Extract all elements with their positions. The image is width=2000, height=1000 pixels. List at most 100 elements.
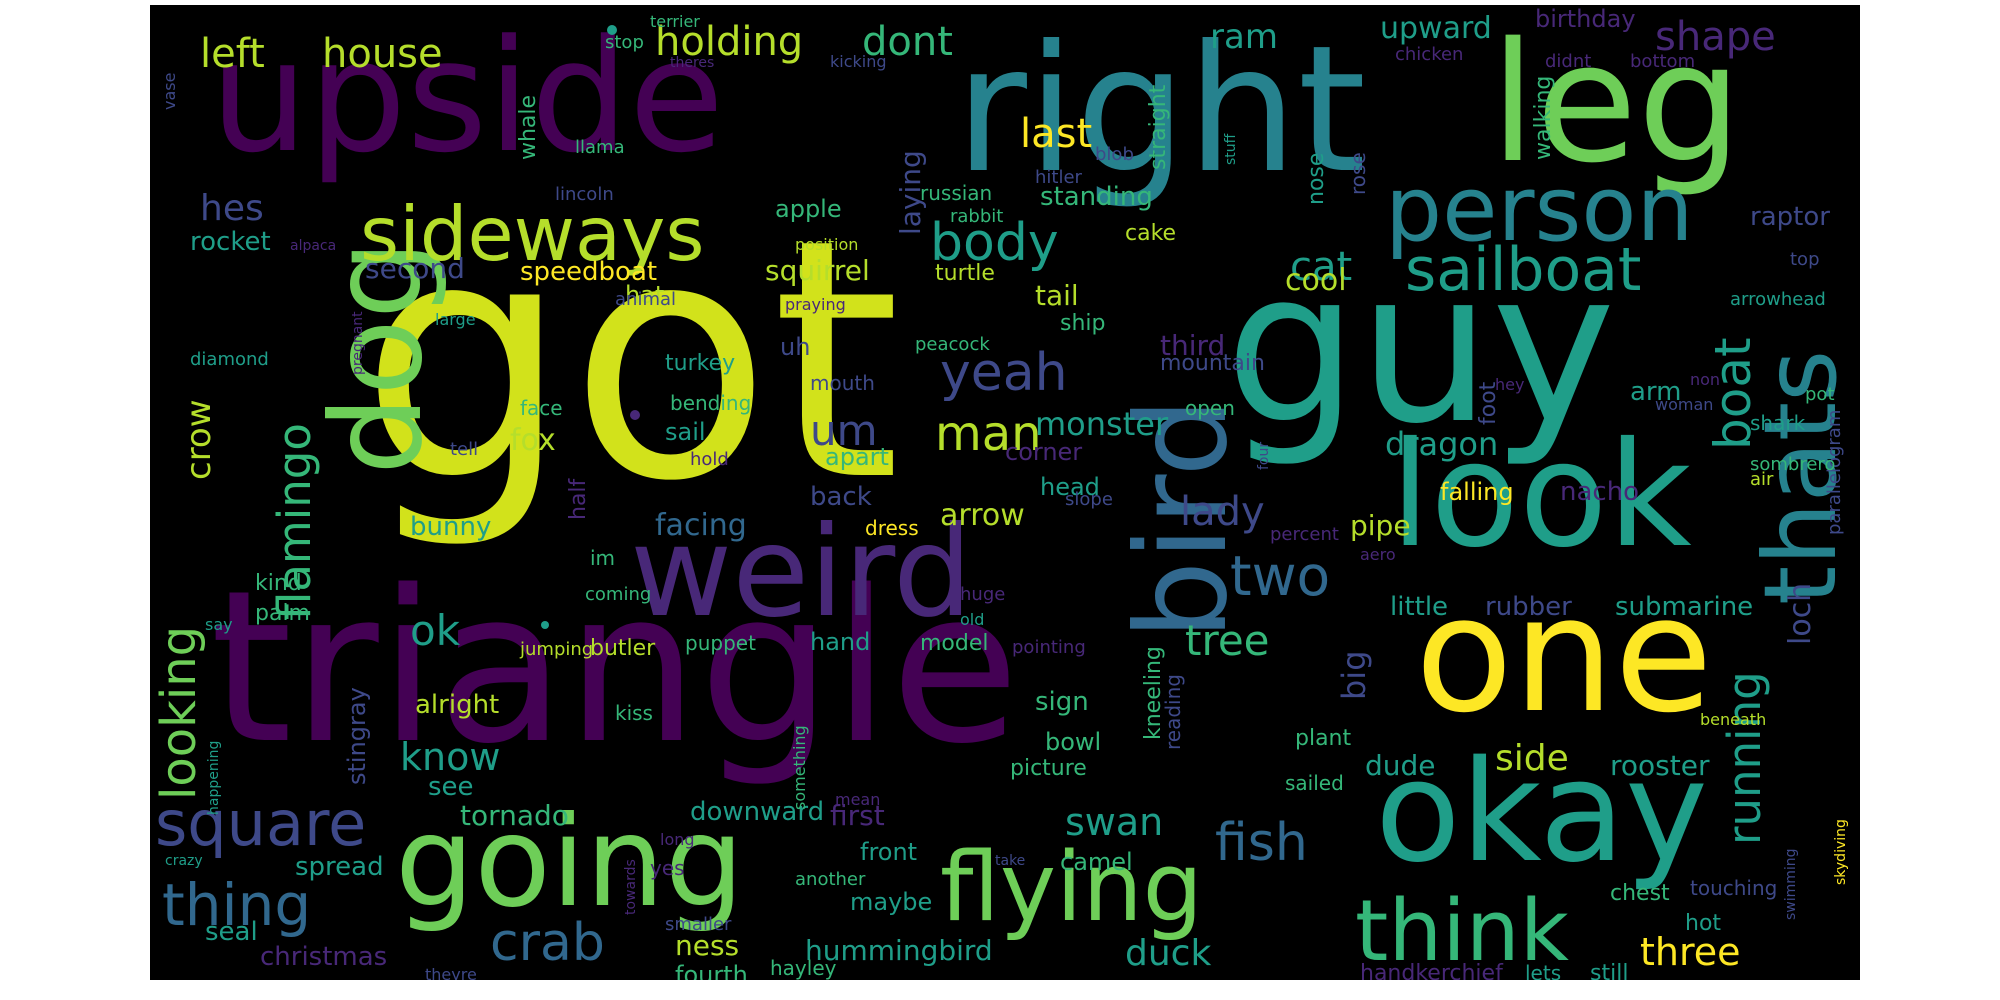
word-front: front — [860, 838, 917, 866]
word-rooster: rooster — [1610, 749, 1710, 782]
word-three: three — [1640, 930, 1741, 974]
word-rose: rose — [1346, 152, 1370, 195]
word-arrow: arrow — [940, 498, 1025, 533]
word-two: two — [1230, 544, 1330, 608]
word-model: model — [920, 631, 989, 656]
word-tell: tell — [450, 439, 478, 460]
word-position: position — [795, 235, 858, 254]
word-third: third — [1160, 329, 1225, 362]
word-yeah: yeah — [940, 343, 1068, 403]
word-falling: falling — [1440, 478, 1514, 506]
word-corner: corner — [1005, 438, 1082, 466]
word-holding: holding — [655, 19, 803, 65]
word-think: think — [1355, 882, 1569, 980]
word-squirrel: squirrel — [765, 254, 870, 287]
word-swimming: swimming — [1783, 848, 1799, 920]
word-leg: leg — [1490, 7, 1742, 199]
word-dog: dog — [305, 240, 450, 475]
word-facing: facing — [655, 508, 747, 543]
word-diamond: diamond — [190, 349, 269, 370]
word-peacock: peacock — [915, 334, 990, 355]
word-apple: apple — [775, 195, 842, 223]
word-take: take — [995, 853, 1025, 869]
word-vase: vase — [160, 73, 179, 110]
word-guy: guy — [1225, 225, 1616, 470]
word-fourth: fourth — [675, 961, 748, 980]
word-open: open — [1185, 396, 1235, 420]
word-second: second — [365, 252, 465, 285]
word-lincoln: lincoln — [555, 184, 614, 205]
word-pointing: pointing — [1012, 637, 1086, 658]
word-stingray: stingray — [343, 687, 371, 785]
word-towards: towards — [623, 859, 639, 915]
word-hummingbird: hummingbird — [805, 934, 993, 967]
dot-1 — [630, 410, 640, 420]
word-pipe: pipe — [1350, 509, 1411, 542]
word-hat: hat — [625, 281, 664, 309]
word-apart: apart — [825, 443, 889, 471]
word-animal: animal — [615, 289, 676, 310]
word-turtle: turtle — [935, 261, 995, 286]
word-alright: alright — [415, 690, 499, 720]
word-flamingo: flamingo — [268, 423, 321, 620]
word-huge: huge — [960, 584, 1005, 605]
word-big: big — [1335, 650, 1373, 700]
word-parallelogram: parallelogram — [1824, 410, 1845, 535]
word-tree: tree — [1185, 616, 1270, 665]
word-seal: seal — [205, 917, 258, 947]
word-maybe: maybe — [850, 888, 932, 916]
word-arm: arm — [1630, 377, 1682, 407]
word-alpaca: alpaca — [290, 238, 336, 254]
word-duck: duck — [1125, 933, 1211, 974]
word-last: last — [1020, 111, 1092, 157]
word-spread: spread — [295, 852, 384, 882]
word-bunny: bunny — [410, 512, 491, 542]
word-reading: reading — [1161, 674, 1185, 750]
word-sailboat: sailboat — [1405, 235, 1641, 305]
word-im: im — [590, 546, 615, 570]
word-body: body — [930, 213, 1059, 273]
word-upside: upside — [210, 6, 724, 187]
word-sign: sign — [1035, 687, 1089, 717]
word-pregnant: pregnant — [350, 311, 366, 375]
word-left: left — [200, 31, 265, 77]
word-cake: cake — [1125, 221, 1176, 246]
word-ship: ship — [1060, 311, 1105, 336]
word-puppet: puppet — [685, 631, 756, 655]
word-theyre: theyre — [425, 965, 477, 980]
word-happening: happening — [206, 741, 222, 815]
word-got: got — [360, 169, 901, 553]
word-smaller: smaller — [665, 914, 732, 935]
word-look: look — [1390, 411, 1692, 580]
word-sailed: sailed — [1285, 771, 1344, 795]
dot-2 — [541, 621, 549, 629]
word-swan: swan — [1065, 800, 1163, 844]
word-jumping: jumping — [519, 639, 593, 660]
word-still: still — [1590, 961, 1628, 980]
word-ness: ness — [675, 929, 739, 962]
word-theres: theres — [670, 55, 714, 71]
word-yes: yes — [650, 856, 685, 880]
word-fox: fox — [510, 423, 556, 458]
word-picture: picture — [1010, 756, 1087, 781]
word-skydiving: skydiving — [1833, 819, 1849, 885]
word-cool: cool — [1285, 263, 1347, 298]
word-foot: foot — [1476, 381, 1501, 425]
word-pot: pot — [1805, 384, 1835, 405]
word-aero: aero — [1360, 545, 1396, 564]
word-lady: lady — [1180, 489, 1265, 535]
word-triangle: triangle — [210, 545, 1020, 790]
word-dragon: dragon — [1385, 425, 1498, 463]
word-laying: laying — [894, 150, 927, 235]
word-crazy: crazy — [165, 853, 203, 869]
word-ram: ram — [1210, 17, 1278, 57]
word-speedboat: speedboat — [520, 257, 657, 287]
word-llama: llama — [575, 137, 625, 158]
word-terrier: terrier — [650, 12, 700, 31]
word-didnt: didnt — [1545, 51, 1591, 72]
word-know: know — [400, 735, 500, 779]
word-fish: fish — [1215, 813, 1308, 873]
word-running: running — [1718, 671, 1771, 845]
word-rabbit: rabbit — [950, 206, 1003, 227]
word-praying: praying — [785, 295, 846, 314]
